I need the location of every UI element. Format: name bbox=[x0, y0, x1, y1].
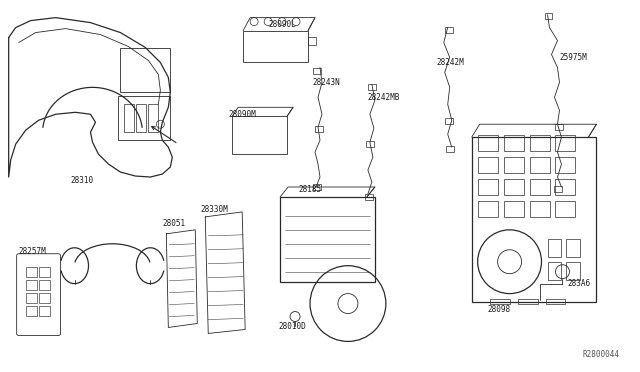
Text: 28185: 28185 bbox=[298, 186, 321, 195]
Text: 28010D: 28010D bbox=[278, 322, 306, 331]
Bar bbox=[556, 179, 575, 195]
Bar bbox=[477, 157, 498, 173]
Bar bbox=[280, 197, 375, 282]
Text: 28330M: 28330M bbox=[200, 205, 228, 214]
Bar bbox=[556, 135, 575, 151]
Text: 28090L: 28090L bbox=[268, 20, 296, 29]
Bar bbox=[504, 157, 524, 173]
Bar bbox=[529, 157, 550, 173]
Bar bbox=[545, 299, 566, 304]
Bar bbox=[243, 31, 308, 62]
Bar bbox=[118, 96, 170, 140]
Bar bbox=[136, 104, 147, 132]
Bar bbox=[518, 299, 538, 304]
Bar bbox=[529, 179, 550, 195]
Bar bbox=[529, 135, 550, 151]
Bar bbox=[38, 280, 49, 290]
Text: 25975M: 25975M bbox=[559, 53, 588, 62]
Bar bbox=[38, 293, 49, 302]
Bar bbox=[26, 267, 36, 277]
Bar bbox=[308, 36, 316, 45]
Bar bbox=[545, 13, 552, 19]
Text: 28242MB: 28242MB bbox=[368, 93, 400, 102]
Text: 28051: 28051 bbox=[163, 219, 186, 228]
Bar bbox=[472, 137, 596, 302]
Bar bbox=[313, 184, 321, 190]
Bar bbox=[566, 239, 580, 257]
Bar bbox=[26, 280, 36, 290]
Bar bbox=[554, 186, 563, 192]
Text: 28242M: 28242M bbox=[436, 58, 465, 67]
Bar bbox=[445, 118, 452, 124]
Text: 283A6: 283A6 bbox=[568, 279, 591, 288]
Bar bbox=[313, 68, 321, 74]
Bar bbox=[445, 26, 452, 33]
Text: 28243N: 28243N bbox=[312, 78, 340, 87]
Bar bbox=[504, 135, 524, 151]
Bar bbox=[232, 116, 287, 154]
Bar bbox=[38, 305, 49, 315]
Bar bbox=[477, 179, 498, 195]
Bar bbox=[547, 262, 561, 280]
Bar bbox=[556, 201, 575, 217]
Bar bbox=[556, 157, 575, 173]
Text: R2800044: R2800044 bbox=[582, 350, 620, 359]
Bar bbox=[26, 305, 36, 315]
Bar bbox=[547, 239, 561, 257]
Bar bbox=[566, 262, 580, 280]
Bar bbox=[148, 104, 158, 132]
Bar bbox=[529, 201, 550, 217]
Bar bbox=[477, 201, 498, 217]
Bar bbox=[315, 126, 323, 132]
Bar bbox=[477, 135, 498, 151]
Bar bbox=[368, 84, 376, 90]
Text: 28090M: 28090M bbox=[228, 110, 256, 119]
Bar bbox=[365, 194, 373, 200]
Bar bbox=[26, 293, 36, 302]
Bar bbox=[445, 146, 454, 152]
Bar bbox=[504, 201, 524, 217]
Bar bbox=[120, 48, 170, 92]
Bar bbox=[124, 104, 134, 132]
Text: 28310: 28310 bbox=[70, 176, 93, 185]
Bar bbox=[556, 124, 563, 130]
Bar bbox=[504, 179, 524, 195]
Bar bbox=[38, 267, 49, 277]
Bar bbox=[490, 299, 509, 304]
Text: 28098: 28098 bbox=[488, 305, 511, 314]
Text: 28257M: 28257M bbox=[19, 247, 47, 256]
Bar bbox=[366, 141, 374, 147]
